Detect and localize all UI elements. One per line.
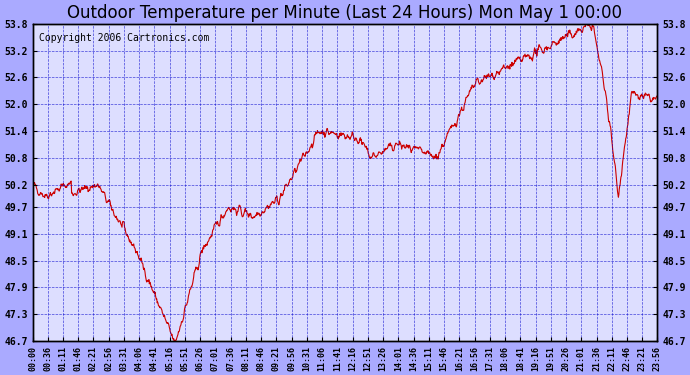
Text: Copyright 2006 Cartronics.com: Copyright 2006 Cartronics.com [39,33,209,43]
Title: Outdoor Temperature per Minute (Last 24 Hours) Mon May 1 00:00: Outdoor Temperature per Minute (Last 24 … [68,4,622,22]
